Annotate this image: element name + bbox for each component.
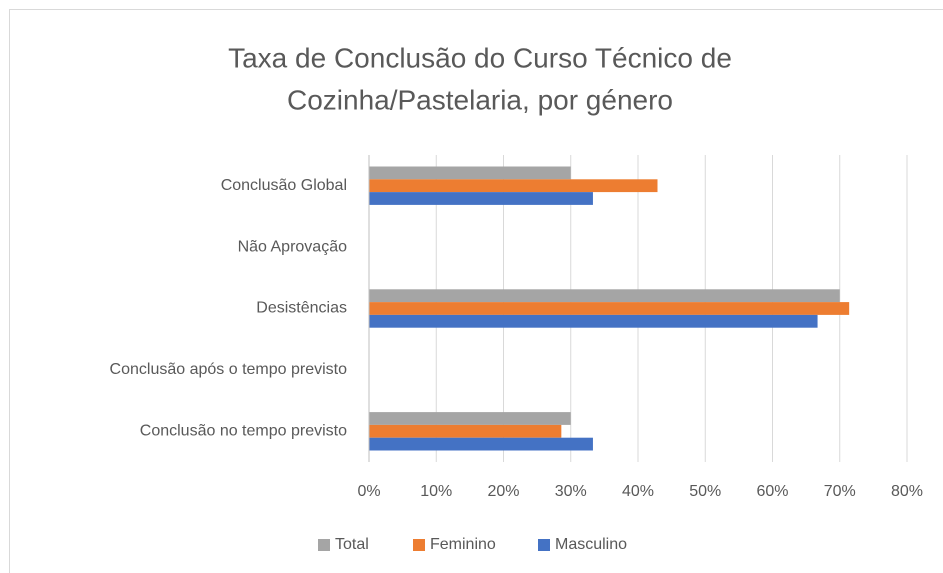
legend-label: Masculino — [555, 536, 627, 553]
x-tick-label: 80% — [891, 483, 923, 500]
x-tick-label: 0% — [357, 483, 380, 500]
chart-border — [9, 9, 943, 573]
legend-label: Total — [335, 536, 369, 553]
bar — [369, 412, 571, 425]
x-tick-label: 60% — [756, 483, 788, 500]
y-tick-label: Conclusão após o tempo previsto — [110, 361, 348, 378]
bar — [369, 302, 850, 315]
bar — [369, 289, 840, 303]
bar — [369, 166, 571, 180]
legend-swatch — [413, 539, 425, 551]
bar — [369, 179, 658, 193]
x-tick-label: 40% — [622, 483, 654, 500]
bar — [369, 424, 562, 438]
y-tick-label: Conclusão Global — [221, 177, 347, 194]
y-tick-label: Desistências — [256, 300, 347, 317]
chart-title: Cozinha/Pastelaria, por género — [287, 84, 673, 115]
x-tick-label: 20% — [487, 483, 519, 500]
chart-title: Taxa de Conclusão do Curso Técnico de — [228, 42, 732, 73]
legend-swatch — [538, 539, 550, 551]
bar — [369, 192, 593, 205]
x-tick-label: 10% — [420, 483, 452, 500]
y-tick-label: Não Aprovação — [238, 238, 348, 255]
bar — [369, 437, 593, 451]
y-tick-label: Conclusão no tempo previsto — [140, 423, 347, 440]
legend-label: Feminino — [430, 536, 496, 553]
legend-swatch — [318, 539, 330, 551]
x-tick-label: 30% — [555, 483, 587, 500]
x-tick-label: 50% — [689, 483, 721, 500]
bar — [369, 314, 818, 328]
x-tick-label: 70% — [824, 483, 856, 500]
